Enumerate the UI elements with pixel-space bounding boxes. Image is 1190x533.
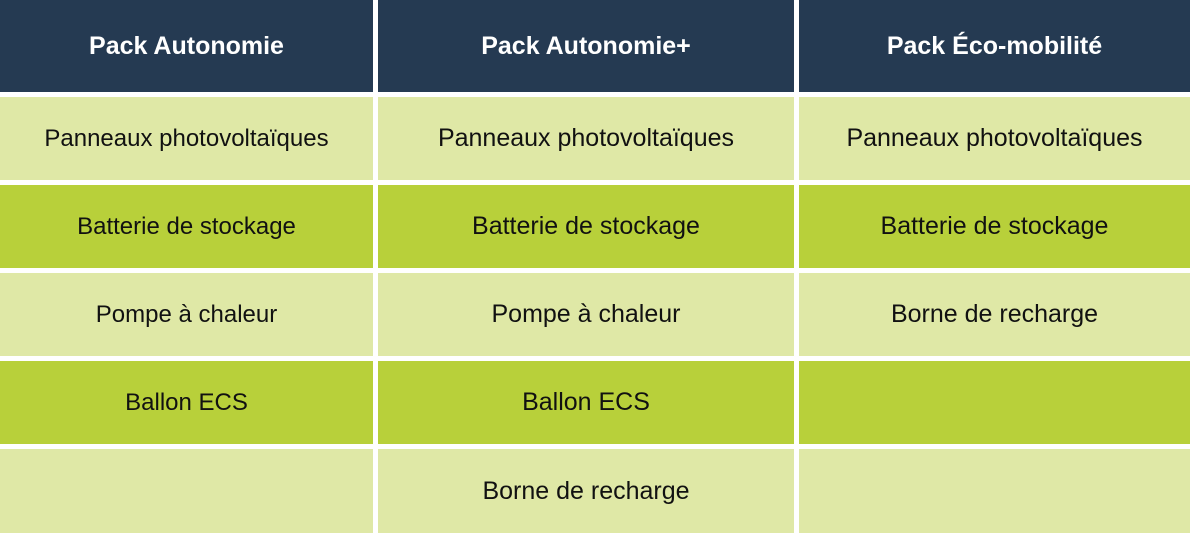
table-cell: Panneaux photovoltaïques xyxy=(0,97,373,180)
table-cell xyxy=(0,449,373,533)
table-cell: Borne de recharge xyxy=(799,273,1190,356)
table-cell: Batterie de stockage xyxy=(799,185,1190,268)
table-cell xyxy=(799,361,1190,444)
table-cell: Pompe à chaleur xyxy=(0,273,373,356)
table-cell: Batterie de stockage xyxy=(0,185,373,268)
table-cell: Ballon ECS xyxy=(0,361,373,444)
table-cell: Batterie de stockage xyxy=(378,185,794,268)
table-cell: Panneaux photovoltaïques xyxy=(799,97,1190,180)
header-cell: Pack Éco-mobilité xyxy=(799,0,1190,92)
header-cell: Pack Autonomie xyxy=(0,0,373,92)
table-cell: Borne de recharge xyxy=(378,449,794,533)
table-cell: Panneaux photovoltaïques xyxy=(378,97,794,180)
header-cell: Pack Autonomie+ xyxy=(378,0,794,92)
table-cell: Pompe à chaleur xyxy=(378,273,794,356)
table-cell: Ballon ECS xyxy=(378,361,794,444)
table-cell xyxy=(799,449,1190,533)
